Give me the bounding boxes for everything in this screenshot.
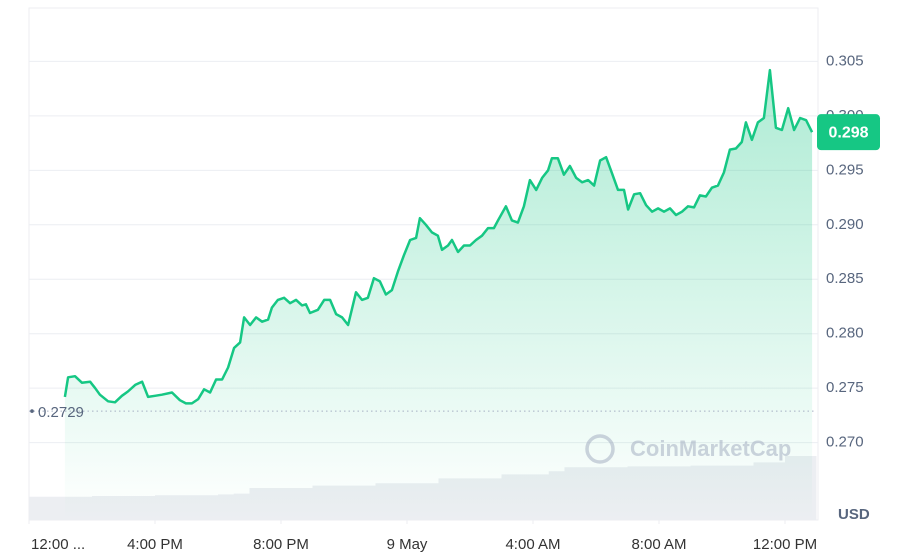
x-tick-label: 4:00 PM xyxy=(127,536,183,553)
x-tick-label: 9 May xyxy=(387,536,428,553)
watermark: CoinMarketCap xyxy=(585,434,791,464)
x-tick-label: 8:00 PM xyxy=(253,536,309,553)
y-tick-label: 0.305 xyxy=(826,52,864,69)
current-price-badge xyxy=(817,114,880,151)
currency-label: USD xyxy=(838,506,870,523)
x-tick-label: 4:00 AM xyxy=(505,536,560,553)
y-tick-label: 0.285 xyxy=(826,270,864,287)
x-tick-label: 12:00 PM xyxy=(753,536,817,553)
price-line xyxy=(63,68,814,405)
y-tick-label: 0.295 xyxy=(826,161,864,178)
open-price-dot xyxy=(30,409,34,413)
y-tick-label: 0.290 xyxy=(826,216,864,233)
price-area xyxy=(64,70,813,520)
watermark-logo xyxy=(585,434,615,464)
x-tick-label: 12:00 ... xyxy=(31,536,85,553)
y-tick-label: 0.275 xyxy=(826,379,864,396)
y-tick-label: 0.270 xyxy=(826,434,864,451)
current-price-label: 0.298 xyxy=(828,124,868,141)
watermark-text: CoinMarketCap xyxy=(630,436,791,461)
open-price-label: 0.2729 xyxy=(38,404,84,421)
plot: 0.2700.2750.2800.2850.2900.2950.3000.305… xyxy=(29,52,880,553)
y-tick-label: 0.280 xyxy=(826,325,864,342)
x-tick-label: 8:00 AM xyxy=(631,536,686,553)
price-area-fill xyxy=(64,70,813,520)
